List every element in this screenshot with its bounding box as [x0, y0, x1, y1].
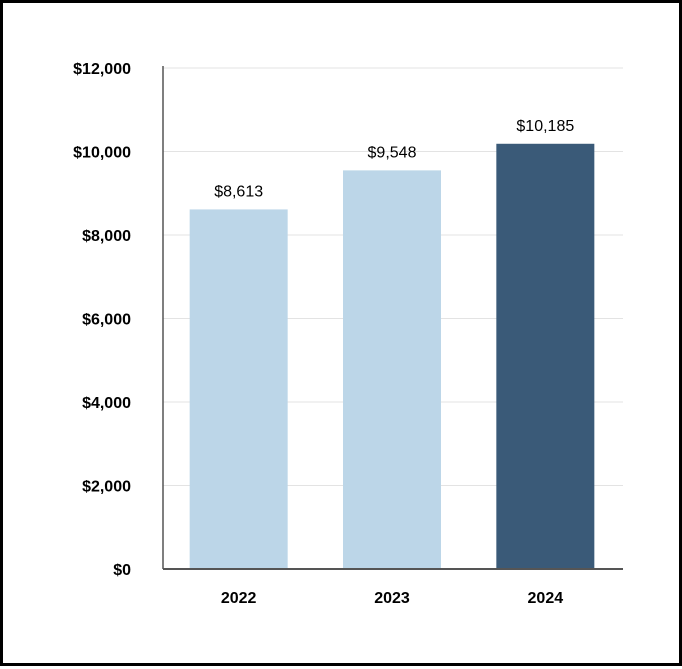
data-label: $10,185 [516, 118, 574, 135]
y-tick-label: $0 [113, 562, 131, 579]
x-tick-label: 2023 [374, 590, 410, 607]
y-tick-label: $2,000 [82, 479, 131, 496]
bar-chart: $0 $2,000 $4,000 $6,000 $8,000 $10,000 $12,000… [73, 61, 623, 607]
y-tick-label: $10,000 [73, 145, 131, 162]
y-tick-label: $12,000 [73, 61, 131, 78]
x-tick-label: 2022 [221, 590, 257, 607]
bar [343, 170, 441, 569]
bar [496, 143, 595, 569]
y-tick-label: $6,000 [82, 312, 131, 329]
y-tick-label: $4,000 [82, 395, 131, 412]
y-tick-label: $8,000 [82, 228, 131, 245]
bar [189, 209, 288, 569]
data-label: $9,548 [368, 144, 417, 161]
x-tick-label: 2024 [528, 590, 564, 607]
data-label: $8,613 [214, 183, 263, 200]
